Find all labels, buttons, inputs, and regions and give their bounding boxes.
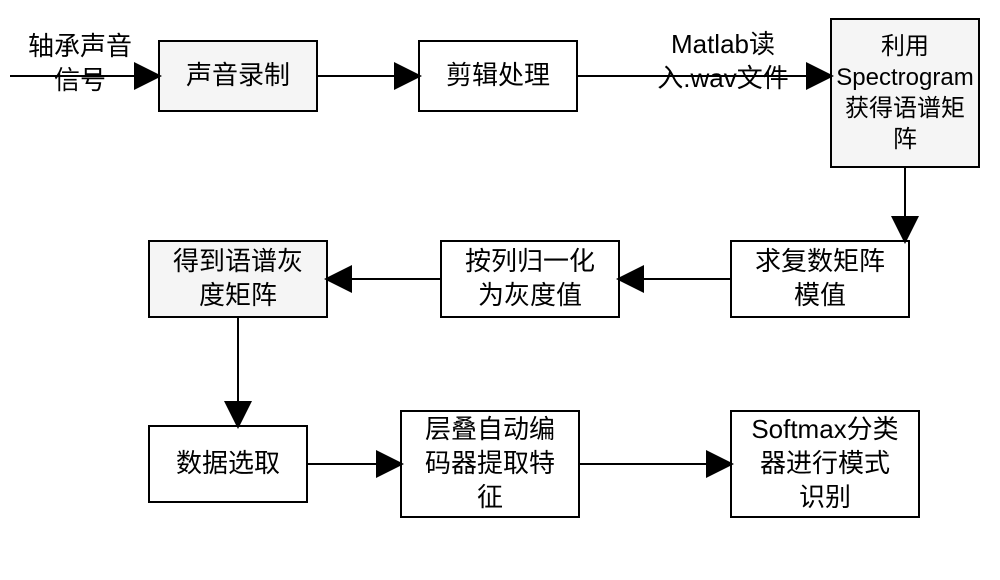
arrows-layer: [0, 0, 1000, 580]
